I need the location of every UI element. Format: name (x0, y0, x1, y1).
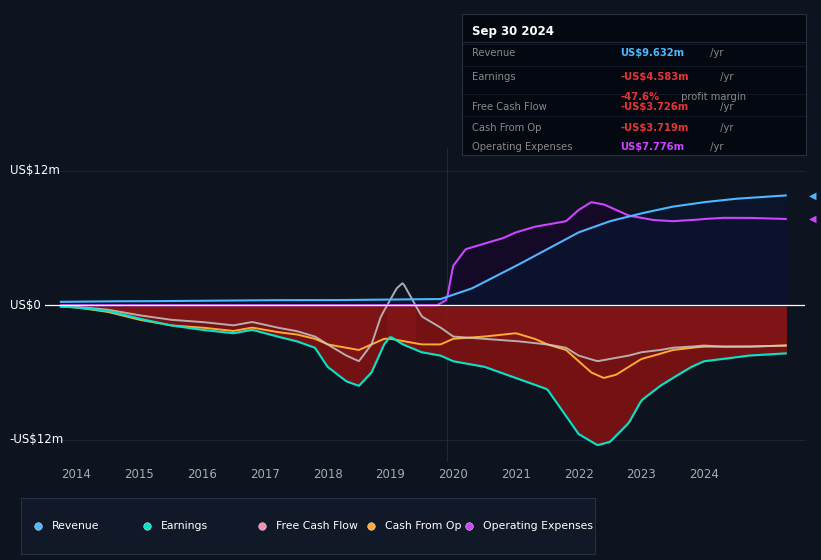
Text: Earnings: Earnings (472, 72, 516, 82)
Text: Revenue: Revenue (472, 49, 516, 58)
Text: Operating Expenses: Operating Expenses (484, 521, 593, 531)
Text: US$0: US$0 (10, 298, 40, 312)
Text: -US$4.583m: -US$4.583m (620, 72, 689, 82)
Text: Free Cash Flow: Free Cash Flow (277, 521, 358, 531)
Text: /yr: /yr (717, 102, 733, 112)
Text: US$9.632m: US$9.632m (620, 49, 685, 58)
Text: Earnings: Earnings (161, 521, 209, 531)
Text: Revenue: Revenue (53, 521, 99, 531)
Text: -US$3.719m: -US$3.719m (620, 123, 689, 133)
Text: US$12m: US$12m (10, 164, 60, 178)
Text: /yr: /yr (717, 123, 733, 133)
Text: -47.6%: -47.6% (620, 92, 659, 102)
Text: /yr: /yr (707, 49, 723, 58)
Text: -US$12m: -US$12m (10, 433, 64, 446)
Text: profit margin: profit margin (678, 92, 746, 102)
Text: Cash From Op: Cash From Op (386, 521, 462, 531)
Text: /yr: /yr (717, 72, 733, 82)
Text: Operating Expenses: Operating Expenses (472, 142, 573, 152)
Text: -US$3.726m: -US$3.726m (620, 102, 689, 112)
Text: Sep 30 2024: Sep 30 2024 (472, 25, 554, 38)
Text: Cash From Op: Cash From Op (472, 123, 542, 133)
Text: US$7.776m: US$7.776m (620, 142, 685, 152)
Text: Free Cash Flow: Free Cash Flow (472, 102, 547, 112)
Text: /yr: /yr (707, 142, 723, 152)
Text: ◀: ◀ (809, 191, 816, 201)
Text: ◀: ◀ (809, 214, 816, 224)
